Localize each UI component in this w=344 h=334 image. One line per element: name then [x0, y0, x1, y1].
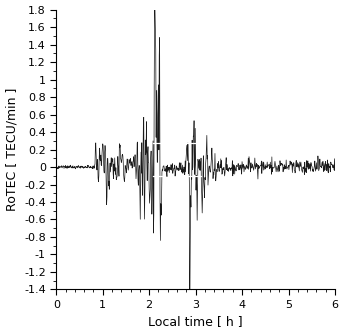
Y-axis label: RoTEC [ TECU/min ]: RoTEC [ TECU/min ]: [6, 88, 19, 211]
X-axis label: Local time [ h ]: Local time [ h ]: [148, 315, 243, 328]
